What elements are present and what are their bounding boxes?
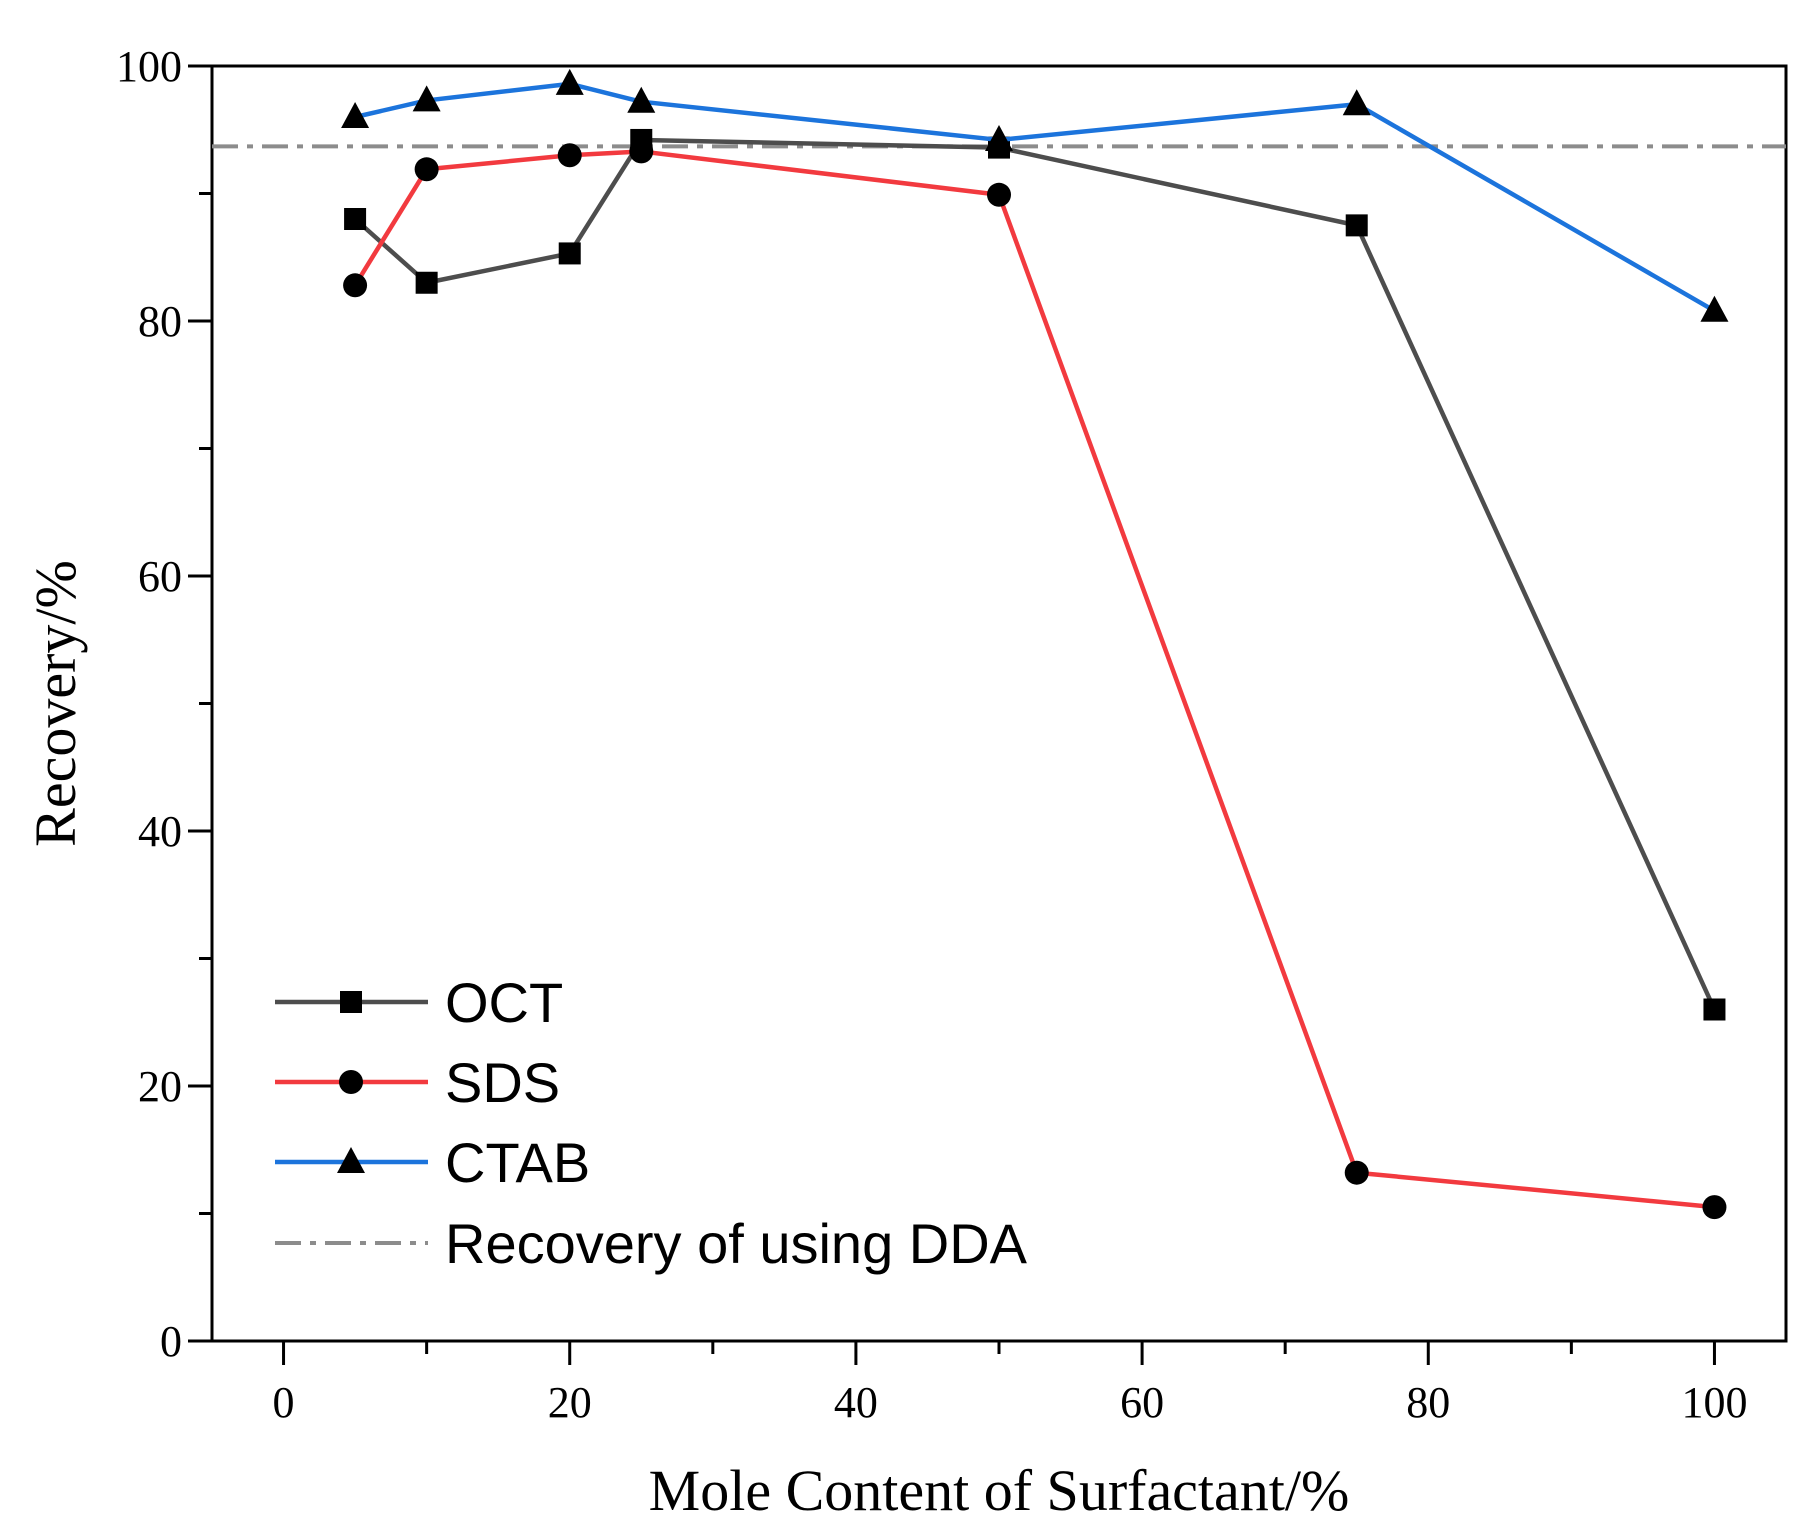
legend-label-dda: Recovery of using DDA <box>445 1212 1028 1275</box>
legend-entry-ctab: CTAB <box>275 1131 590 1194</box>
data-point-sds <box>414 157 439 182</box>
data-point-sds <box>343 273 368 298</box>
legend-label-oct: OCT <box>445 971 563 1034</box>
legend: OCT SDS CTAB Recovery of using DDA <box>275 971 1028 1275</box>
data-point-ctab <box>1700 295 1729 322</box>
legend-marker-ctab <box>337 1147 365 1173</box>
series-line-oct <box>353 137 1717 1011</box>
series-line-ctab <box>354 81 1716 313</box>
x-tick-label: 20 <box>548 1378 592 1427</box>
legend-entry-dda: Recovery of using DDA <box>275 1212 1028 1275</box>
data-point-oct <box>1345 214 1368 237</box>
x-tick-label: 100 <box>1681 1378 1747 1427</box>
data-point-ctab <box>555 68 584 95</box>
x-tick-label: 60 <box>1120 1378 1164 1427</box>
data-point-ctab <box>341 102 370 128</box>
legend-entry-oct: OCT <box>275 971 563 1034</box>
data-point-sds <box>629 139 654 164</box>
y-tick-label: 20 <box>138 1062 182 1111</box>
data-point-oct <box>1703 998 1726 1021</box>
x-tick-label: 80 <box>1406 1378 1450 1427</box>
axes-layer: 0 20 40 60 80 100 0 20 40 60 80 100 <box>116 42 1747 1427</box>
x-axis-title: Mole Content of Surfactant/% <box>649 1458 1350 1523</box>
x-tick-label: 40 <box>834 1378 878 1427</box>
data-point-sds <box>987 182 1011 207</box>
legend-marker-sds <box>339 1070 363 1094</box>
y-tick-label: 100 <box>116 42 182 91</box>
data-point-oct <box>558 242 581 265</box>
data-point-ctab <box>412 85 441 112</box>
y-tick-label: 80 <box>138 297 182 346</box>
legend-label-sds: SDS <box>445 1051 560 1114</box>
data-point-ctab <box>1342 89 1371 116</box>
data-point-oct <box>344 208 367 230</box>
data-point-sds <box>557 143 582 168</box>
legend-marker-oct <box>340 991 362 1013</box>
series-line-sds <box>353 149 1715 1210</box>
x-tick-label: 0 <box>273 1378 295 1427</box>
data-point-oct <box>415 271 438 294</box>
legend-label-ctab: CTAB <box>445 1131 590 1194</box>
data-point-sds <box>1344 1160 1369 1185</box>
y-tick-label: 60 <box>138 552 182 601</box>
data-point-sds <box>1702 1195 1727 1220</box>
data-point-ctab <box>985 124 1013 151</box>
data-point-ctab <box>627 86 656 113</box>
y-tick-label: 0 <box>160 1317 182 1366</box>
series-layer <box>341 68 1729 1220</box>
legend-entry-sds: SDS <box>275 1051 560 1114</box>
y-tick-label: 40 <box>138 807 182 856</box>
y-axis-title: Recovery/% <box>23 560 88 847</box>
